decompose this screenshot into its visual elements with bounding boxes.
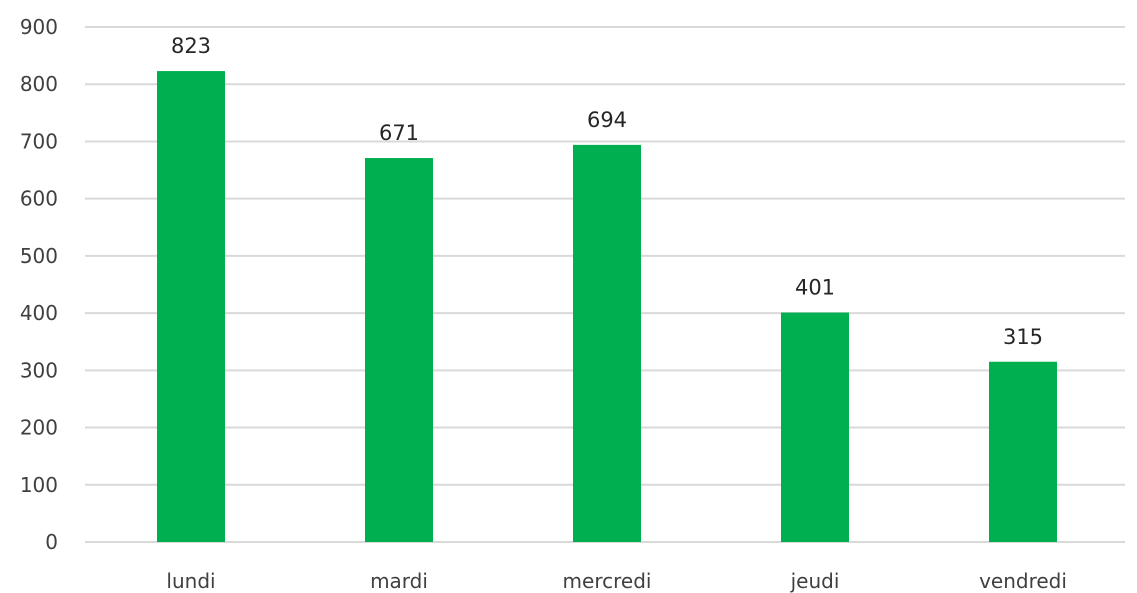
y-tick-label: 600 [20, 187, 58, 211]
x-tick-label-jeudi: jeudi [790, 569, 840, 593]
data-label-jeudi: 401 [795, 276, 835, 300]
y-tick-label: 700 [20, 129, 58, 153]
bar-jeudi [781, 312, 849, 542]
y-axis-tick-labels: 0 100 200 300 400 500 600 700 800 900 [20, 15, 58, 554]
bar-mercredi [573, 144, 641, 542]
y-tick-label: 900 [20, 15, 58, 39]
data-label-vendredi: 315 [1003, 325, 1043, 349]
bars [157, 71, 1057, 543]
data-label-lundi: 823 [171, 34, 211, 58]
data-label-mardi: 671 [379, 121, 419, 145]
x-tick-label-mardi: mardi [370, 569, 428, 593]
y-tick-label: 100 [20, 473, 58, 497]
y-tick-label: 200 [20, 416, 58, 440]
y-tick-label: 0 [45, 530, 58, 554]
x-tick-label-lundi: lundi [166, 569, 215, 593]
x-tick-label-vendredi: vendredi [979, 569, 1067, 593]
y-tick-label: 800 [20, 72, 58, 96]
data-labels: 823 671 694 401 315 [171, 34, 1043, 349]
bar-mardi [365, 158, 433, 543]
x-axis-category-labels: lundi mardi mercredi jeudi vendredi [166, 569, 1067, 593]
bar-lundi [157, 71, 225, 543]
data-label-mercredi: 694 [587, 108, 627, 132]
y-tick-label: 500 [20, 244, 58, 268]
y-tick-label: 300 [20, 358, 58, 382]
y-tick-label: 400 [20, 301, 58, 325]
bar-vendredi [989, 361, 1057, 542]
x-tick-label-mercredi: mercredi [563, 569, 652, 593]
